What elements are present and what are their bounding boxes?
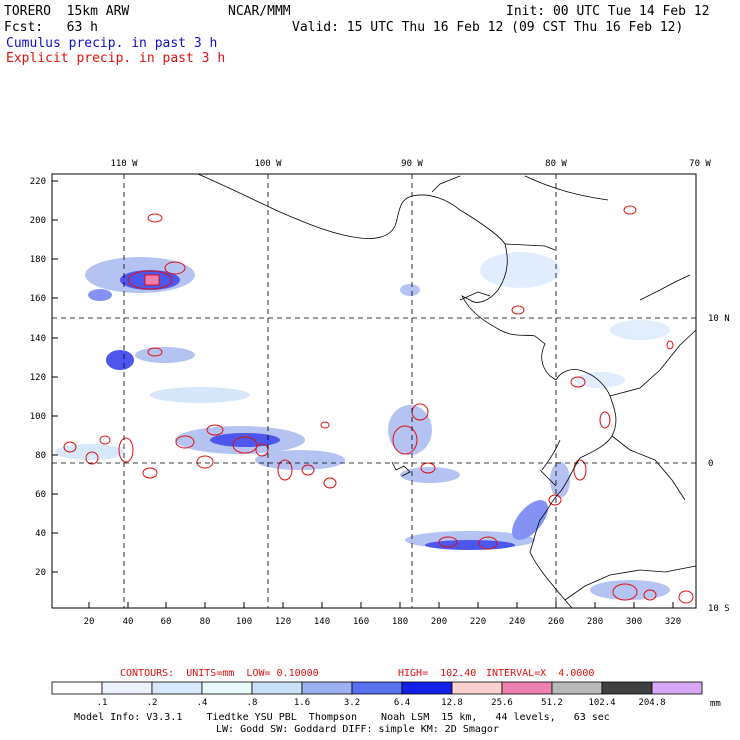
- colorbar-swatch: [501, 681, 553, 695]
- x-tick-label: 320: [665, 617, 681, 627]
- y-tick-label: 160: [30, 294, 46, 304]
- colorbar-label: 25.6: [491, 698, 513, 708]
- lat-label: 10 N: [708, 314, 730, 324]
- x-tick-label: 220: [470, 617, 486, 627]
- x-tick-label: 280: [587, 617, 603, 627]
- model-info: Model Info: V3.3.1 Tiedtke YSU PBL Thomp…: [74, 712, 610, 723]
- model-title: TORERO 15km ARW: [4, 4, 130, 19]
- colorbar-swatch: [401, 681, 453, 695]
- x-tick-label: 80: [200, 617, 211, 627]
- x-tick-label: 300: [626, 617, 642, 627]
- valid-time: Valid: 15 UTC Thu 16 Feb 12 (09 CST Thu …: [292, 20, 684, 35]
- colorbar-unit: mm: [710, 699, 721, 709]
- legend-explicit: Explicit precip. in past 3 h: [6, 51, 226, 66]
- colorbar-swatch: [601, 681, 653, 695]
- colorbar-label: 102.4: [588, 698, 615, 708]
- colorbar-label: .4: [197, 698, 208, 708]
- y-tick-label: 220: [30, 177, 46, 187]
- contour-interval: INTERVAL=X 4.0000: [486, 668, 595, 679]
- lon-label: 90 W: [401, 159, 423, 169]
- y-tick-label: 80: [35, 451, 46, 461]
- x-tick-label: 160: [353, 617, 369, 627]
- colorbar-swatch: [151, 681, 203, 695]
- colorbar-label: 204.8: [638, 698, 665, 708]
- x-tick-label: 20: [84, 617, 95, 627]
- lon-label: 110 W: [110, 159, 138, 169]
- map-frame: [51, 173, 697, 609]
- x-tick-label: 260: [548, 617, 564, 627]
- org-label: NCAR/MMM: [228, 4, 291, 19]
- colorbar-swatch: [51, 681, 103, 695]
- colorbar-label: 12.8: [441, 698, 463, 708]
- contour-high: HIGH= 102.40: [398, 668, 477, 679]
- y-tick-label: 180: [30, 255, 46, 265]
- colorbar: [51, 681, 703, 695]
- colorbar-label: .1: [97, 698, 108, 708]
- colorbar-label: 51.2: [541, 698, 563, 708]
- colorbar-label: .2: [147, 698, 158, 708]
- colorbar-label: 1.6: [294, 698, 310, 708]
- colorbar-swatch: [251, 681, 303, 695]
- contour-info: CONTOURS: UNITS=mm LOW= 0.10000: [120, 668, 319, 679]
- y-tick-label: 120: [30, 373, 46, 383]
- graticule: [52, 174, 696, 608]
- x-axis: [88, 602, 674, 608]
- colorbar-swatch: [201, 681, 253, 695]
- x-tick-label: 100: [236, 617, 252, 627]
- colorbar-swatch: [451, 681, 503, 695]
- y-tick-label: 20: [35, 568, 46, 578]
- x-tick-label: 200: [431, 617, 447, 627]
- colorbar-swatch: [651, 681, 703, 695]
- explicit-precip-contours: [63, 205, 694, 604]
- y-tick-label: 100: [30, 412, 46, 422]
- colorbar-label: 6.4: [394, 698, 410, 708]
- x-tick-label: 40: [123, 617, 134, 627]
- y-tick-label: 140: [30, 334, 46, 344]
- colorbar-swatch: [551, 681, 603, 695]
- x-tick-label: 60: [161, 617, 172, 627]
- lon-label: 70 W: [689, 159, 711, 169]
- colorbar-label: .8: [247, 698, 258, 708]
- colorbar-swatch: [351, 681, 403, 695]
- x-tick-label: 120: [275, 617, 291, 627]
- lon-label: 100 W: [254, 159, 282, 169]
- lon-label: 80 W: [545, 159, 567, 169]
- colorbar-label: 3.2: [344, 698, 360, 708]
- lat-label: 0: [708, 459, 713, 469]
- colorbar-swatch: [301, 681, 353, 695]
- y-tick-label: 60: [35, 490, 46, 500]
- lat-label: 10 S: [708, 604, 730, 614]
- physics-info: LW: Godd SW: Goddard DIFF: simple KM: 2D…: [216, 724, 499, 735]
- colorbar-swatch: [101, 681, 153, 695]
- y-tick-label: 200: [30, 216, 46, 226]
- x-tick-label: 180: [392, 617, 408, 627]
- x-tick-label: 240: [509, 617, 525, 627]
- y-axis: [52, 180, 58, 573]
- coastlines: [197, 173, 697, 609]
- init-time: Init: 00 UTC Tue 14 Feb 12: [506, 4, 710, 19]
- y-tick-label: 40: [35, 529, 46, 539]
- legend-cumulus: Cumulus precip. in past 3 h: [6, 36, 218, 51]
- x-tick-label: 140: [314, 617, 330, 627]
- forecast-hour: Fcst: 63 h: [4, 20, 98, 35]
